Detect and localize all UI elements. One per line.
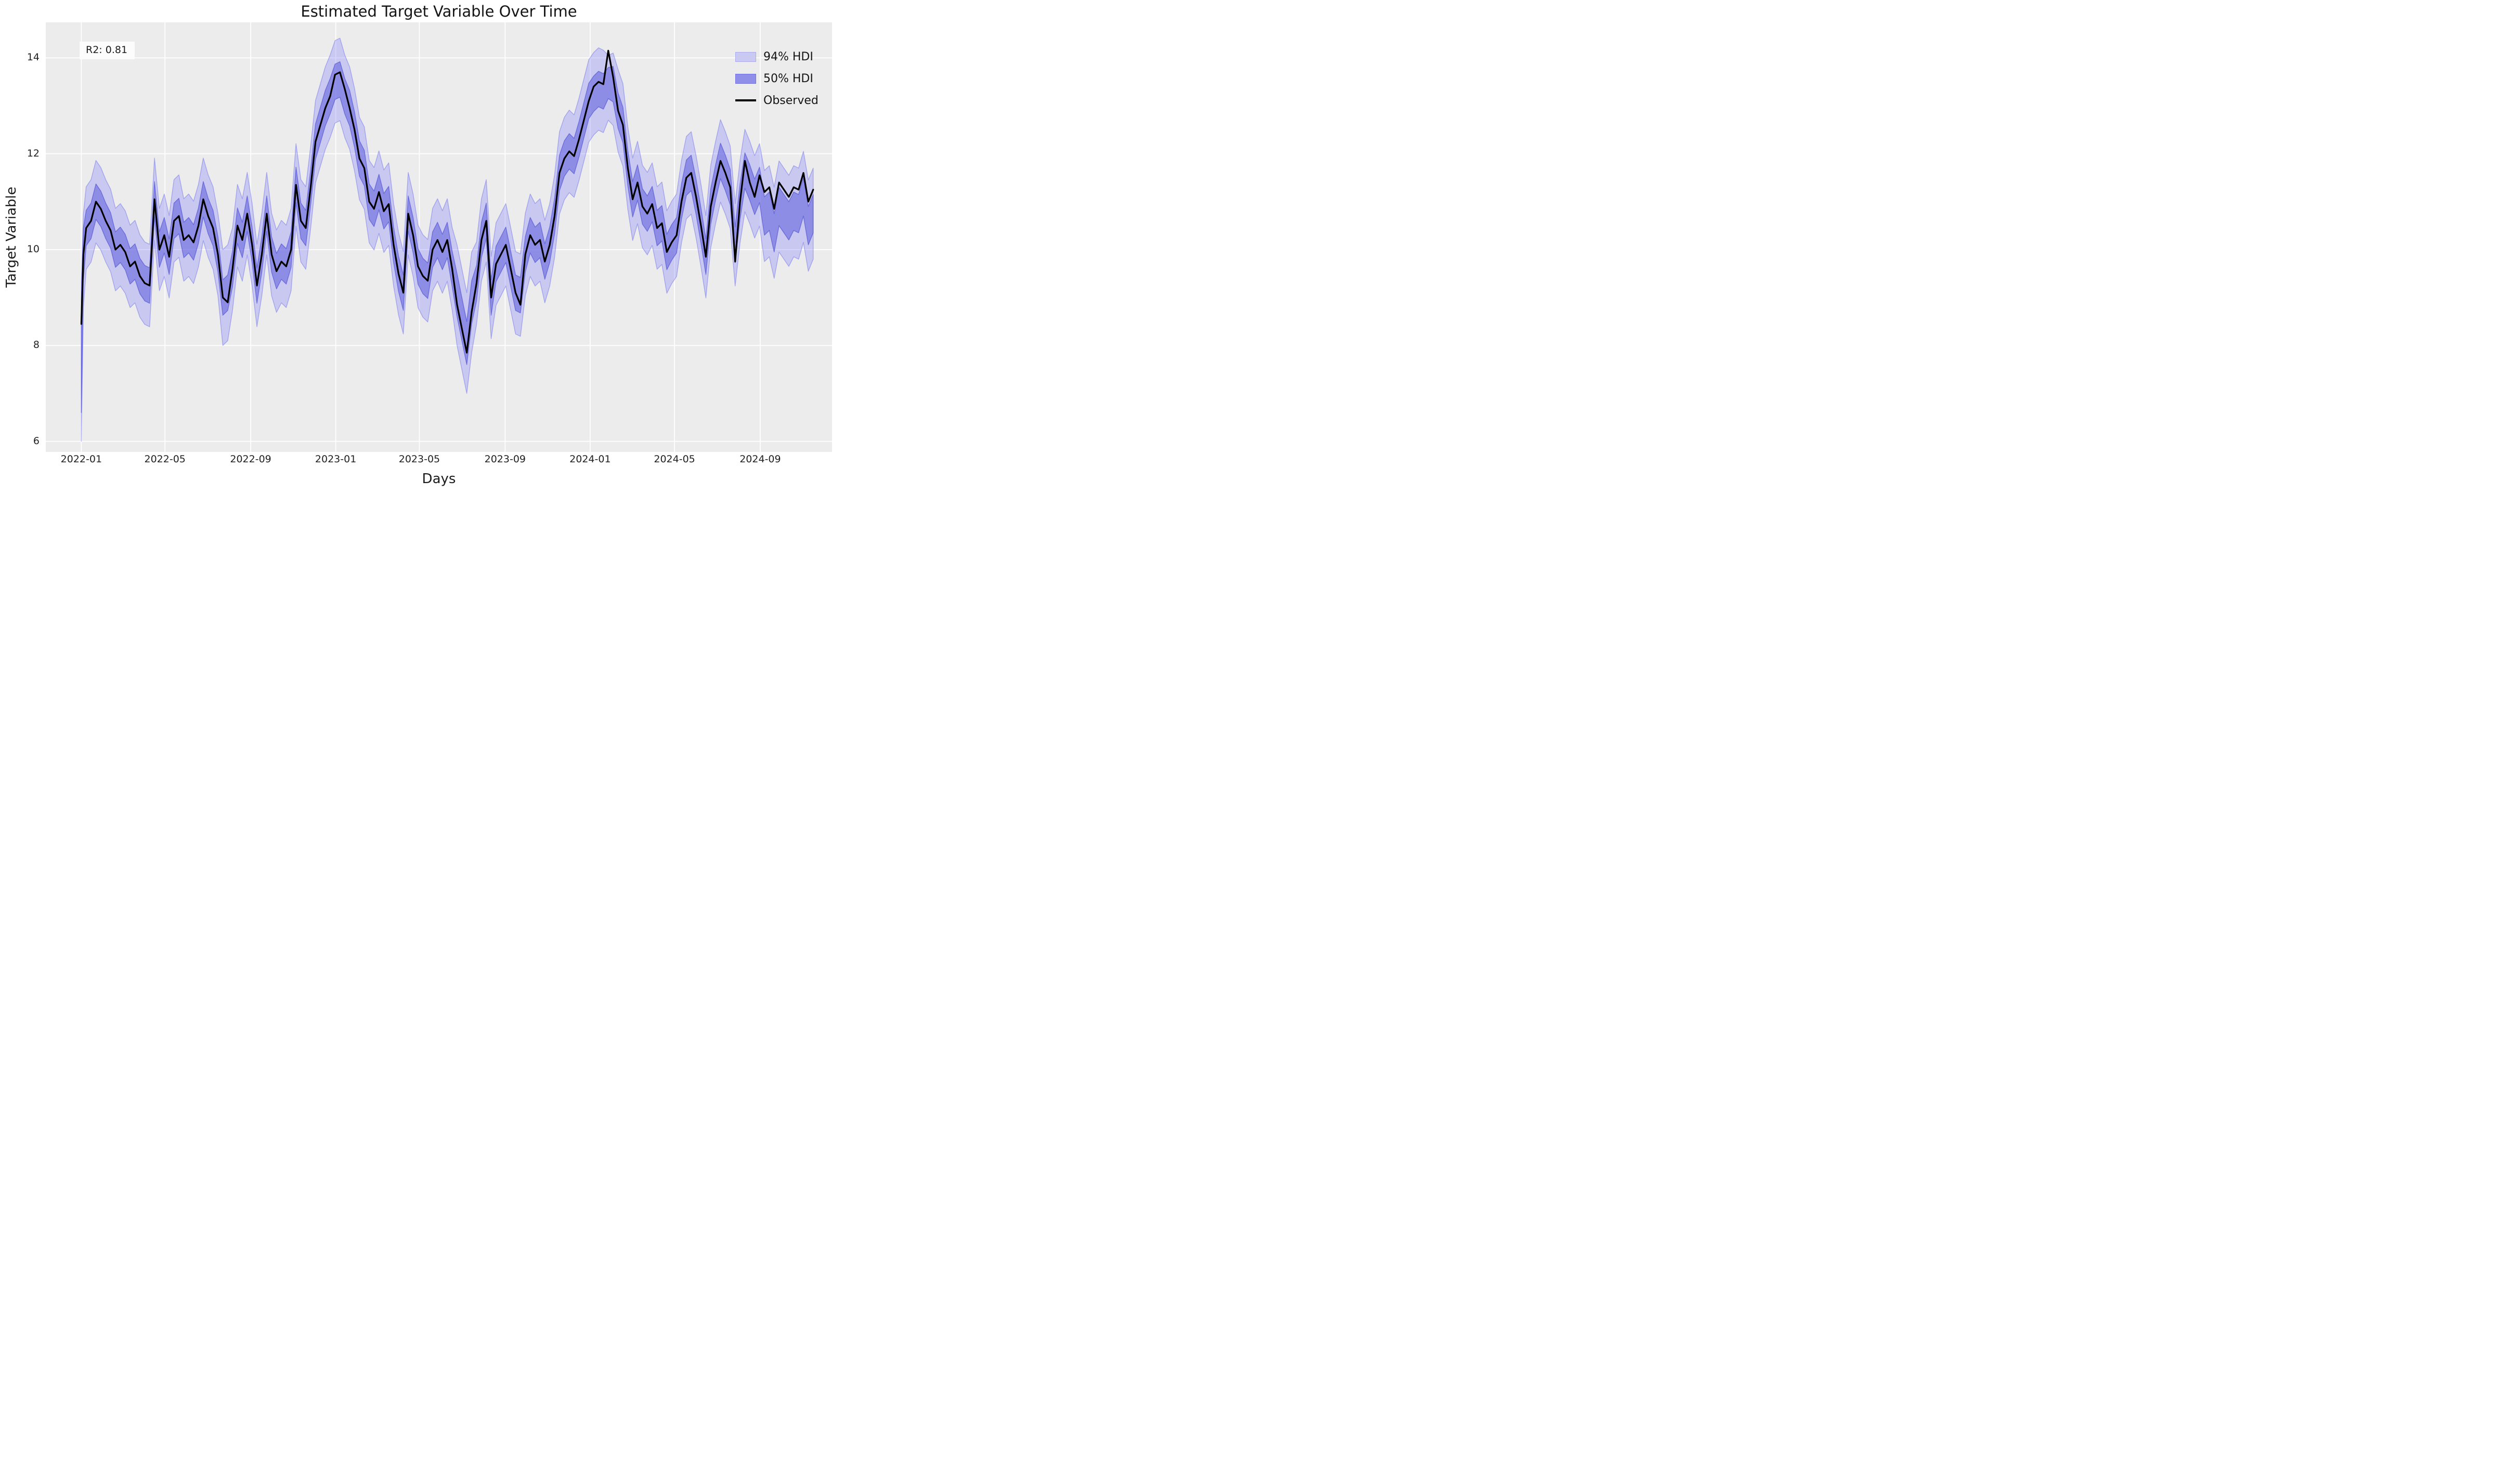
legend: 94% HDI 50% HDI Observed: [735, 46, 819, 111]
y-tick-label: 6: [33, 435, 40, 447]
legend-item: 94% HDI: [735, 46, 819, 68]
x-tick-label: 2023-05: [398, 453, 440, 465]
legend-item: 50% HDI: [735, 68, 819, 89]
hdi50-band: [81, 61, 814, 413]
legend-line-observed: [735, 99, 756, 101]
x-tick-label: 2022-05: [144, 453, 186, 465]
x-tick-label: 2022-09: [230, 453, 271, 465]
y-tick-label: 8: [33, 339, 40, 351]
y-tick-label: 14: [27, 51, 40, 63]
observed-line: [80, 49, 814, 354]
y-tick-label: 12: [27, 147, 40, 159]
legend-swatch-94-hdi: [735, 51, 756, 62]
x-tick-label: 2024-05: [654, 453, 695, 465]
x-axis-label: Days: [422, 471, 456, 487]
y-tick-label: 10: [27, 243, 40, 255]
legend-item-label: 94% HDI: [763, 50, 813, 63]
plot-figure: Estimated Target Variable Over Time Days…: [0, 0, 840, 494]
r2-annotation: R2: 0.81: [80, 42, 135, 59]
plot-area: [46, 22, 832, 452]
legend-swatch-50-hdi: [735, 73, 756, 84]
legend-item-label: Observed: [763, 94, 819, 107]
x-tick-label: 2023-01: [315, 453, 357, 465]
x-tick-label: 2024-01: [569, 453, 611, 465]
x-tick-label: 2024-09: [739, 453, 781, 465]
legend-item: Observed: [735, 89, 819, 111]
figure: { "title": "Estimated Target Variable Ov…: [0, 0, 840, 494]
x-tick-label: 2023-09: [484, 453, 526, 465]
legend-item-label: 50% HDI: [763, 72, 813, 85]
chart-title: Estimated Target Variable Over Time: [301, 3, 577, 20]
x-tick-label: 2022-01: [60, 453, 102, 465]
y-axis-label: Target Variable: [4, 187, 19, 288]
